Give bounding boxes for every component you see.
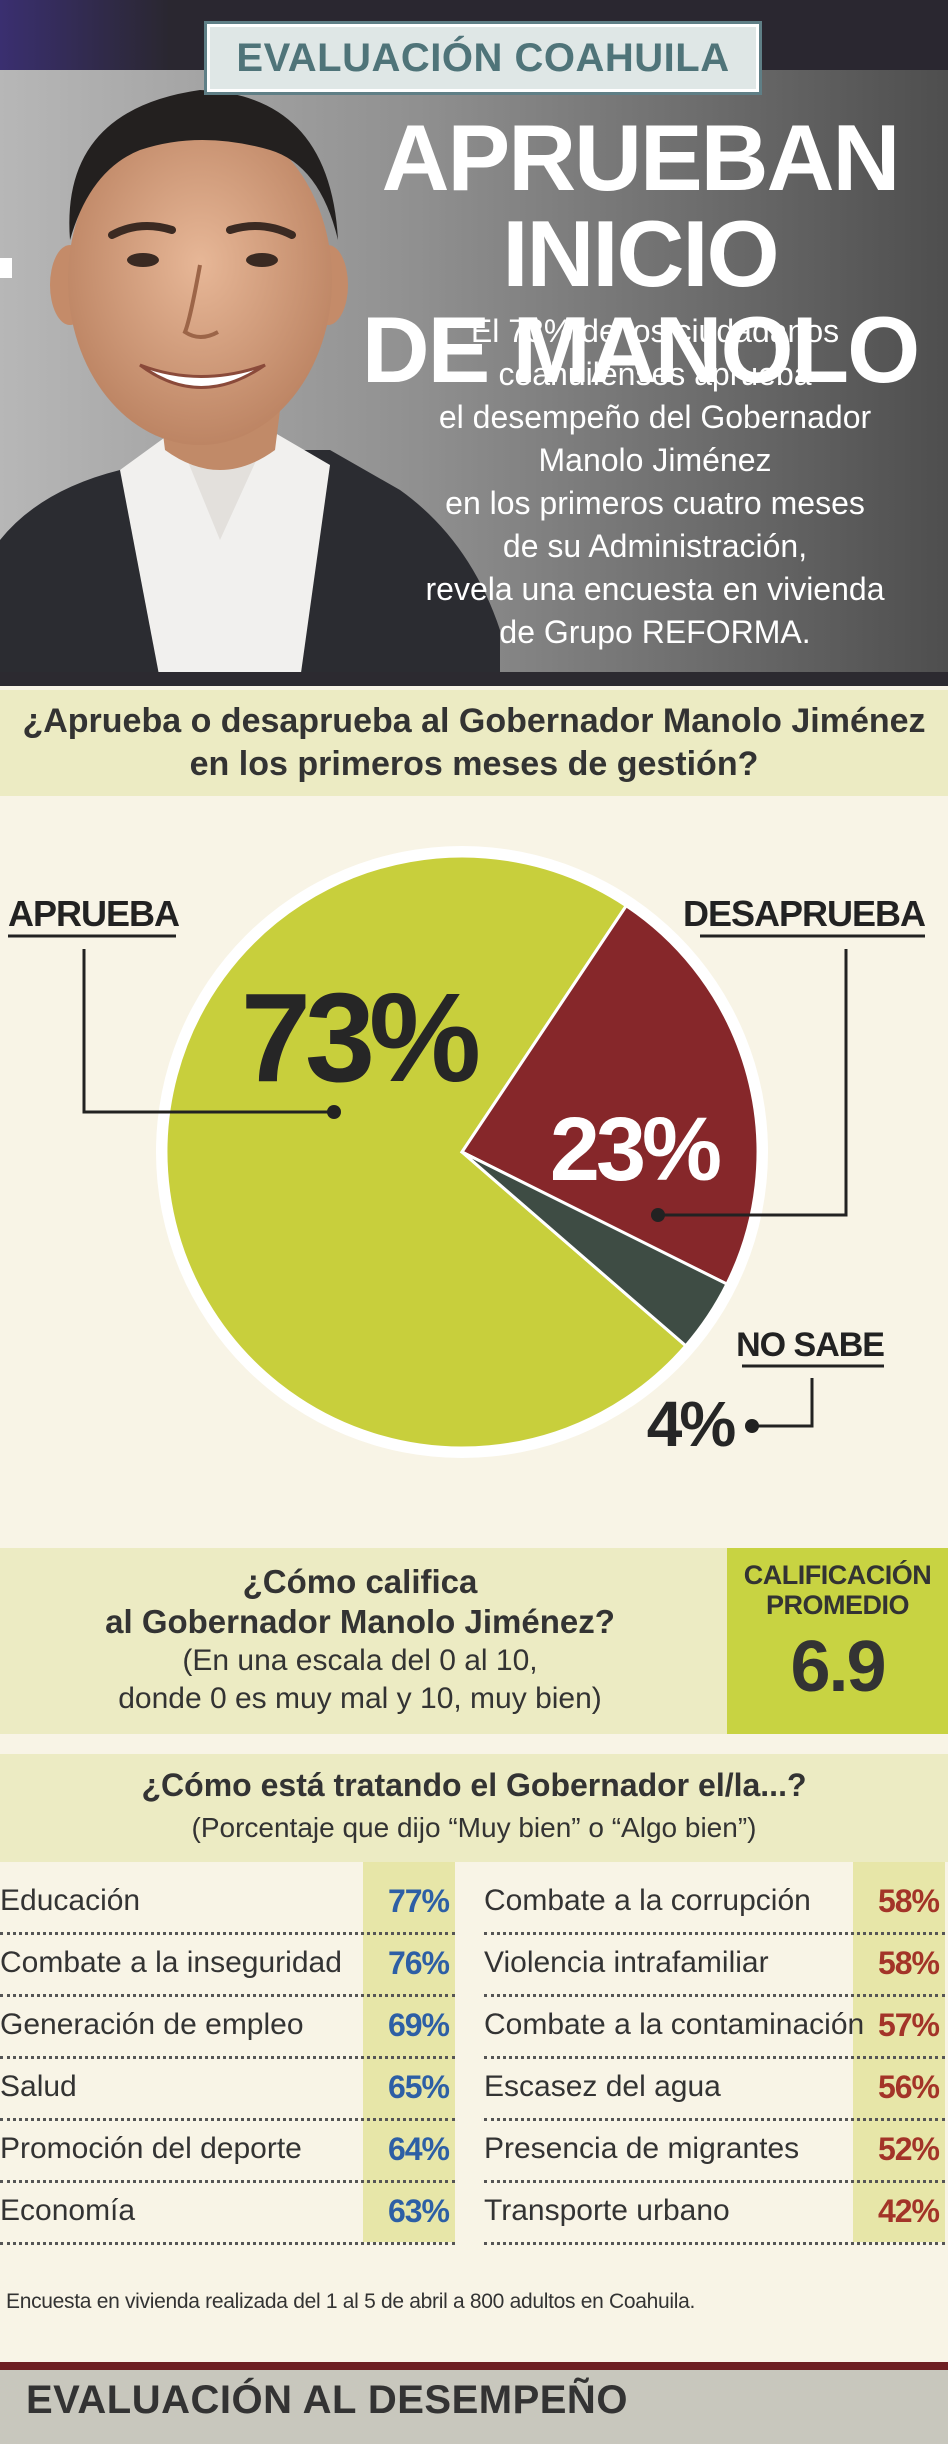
issue-value: 77%	[387, 1882, 450, 1919]
issue-label: Educación	[0, 1884, 141, 1917]
issue-row: Transporte urbano 42%	[484, 2180, 945, 2245]
issue-row: Promoción del deporte 64%	[0, 2118, 455, 2183]
average-rating-value: 6.9	[790, 1627, 886, 1707]
disapprove-leader-line	[658, 949, 848, 1217]
issue-value: 56%	[877, 2068, 940, 2105]
rating-scale-line-1: (En una escala del 0 al 10,	[182, 1644, 538, 1677]
question-line-1: ¿Aprueba o desaprueba al Gobernador Mano…	[22, 702, 926, 740]
rating-scale-note: (En una escala del 0 al 10, donde 0 es m…	[0, 1642, 720, 1718]
approve-leader-dot	[327, 1105, 341, 1119]
question-band	[0, 690, 948, 796]
right-values-highlight	[853, 1862, 945, 2242]
slice-value-disapprove: 23%	[550, 1100, 720, 1200]
intro-text: El 73% de los ciudadanos coahuilenses ap…	[385, 310, 925, 654]
issue-row: Combate a la contaminación 57%	[484, 1994, 945, 2059]
intro-line: el desempeño del Gobernador	[438, 399, 872, 435]
issue-label: Combate a la corrupción	[484, 1884, 811, 1917]
issue-label: Economía	[0, 2194, 136, 2227]
side-tag	[0, 258, 12, 278]
issue-row: Escasez del agua 56%	[484, 2056, 945, 2121]
rating-scale-line-2: donde 0 es muy mal y 10, muy bien)	[118, 1682, 602, 1715]
issue-label: Combate a la inseguridad	[0, 1946, 342, 1979]
issue-value: 64%	[387, 2130, 450, 2167]
left-values-highlight	[363, 1862, 455, 2242]
issue-label: Promoción del deporte	[0, 2132, 302, 2165]
approval-pie-chart: APRUEBA DESAPRUEBA NO SABE 73% 23% 4%	[8, 846, 927, 1460]
issue-value: 63%	[387, 2192, 450, 2229]
approval-question: ¿Aprueba o desaprueba al Gobernador Mano…	[0, 700, 948, 786]
pie-slice-approve	[164, 854, 688, 1450]
pie-slice-disapprove	[459, 903, 760, 1287]
unknown-leader-line	[752, 1378, 814, 1428]
issue-row: Salud 65%	[0, 2056, 455, 2121]
slice-value-approve: 73%	[241, 967, 478, 1108]
intro-line: revela una encuesta en vivienda	[425, 571, 885, 607]
issue-value: 52%	[877, 2130, 940, 2167]
governor-portrait	[0, 90, 500, 680]
slice-label-unknown: NO SABE	[736, 1326, 884, 1364]
headline: APRUEBAN INICIO DE MANOLO	[345, 110, 935, 398]
slice-label-disapprove: DESAPRUEBA	[683, 893, 926, 934]
intro-line: de su Administración,	[502, 528, 808, 564]
issues-question: ¿Cómo está tratando el Gobernador el/la.…	[141, 1767, 807, 1803]
issue-row: Economía 63%	[0, 2180, 455, 2245]
intro-line: coahuilenses aprueba	[498, 356, 812, 392]
issue-label: Presencia de migrantes	[484, 2132, 800, 2165]
issue-value: 76%	[387, 1944, 450, 1981]
issues-band	[0, 1754, 948, 1862]
intro-line: de Grupo REFORMA.	[499, 614, 811, 650]
issue-row: Generación de empleo 69%	[0, 1994, 455, 2059]
slice-value-unknown: 4%	[647, 1388, 736, 1460]
top-bar-accent	[0, 0, 170, 70]
issue-row: Combate a la inseguridad 76%	[0, 1932, 455, 1997]
issue-label: Generación de empleo	[0, 2008, 304, 2041]
issue-value: 42%	[877, 2192, 940, 2229]
rating-question: ¿Cómo califica al Gobernador Manolo Jimé…	[0, 1562, 720, 1642]
footer-stripe	[0, 2362, 948, 2370]
unknown-leader-dot	[745, 1419, 759, 1433]
issue-value: 69%	[387, 2006, 450, 2043]
issue-label: Salud	[0, 2070, 77, 2103]
issue-row: Combate a la corrupción 58%	[484, 1870, 945, 1935]
issue-value: 58%	[877, 1944, 940, 1981]
hero-divider	[0, 672, 948, 686]
issue-label: Transporte urbano	[484, 2194, 730, 2227]
slice-label-approve: APRUEBA	[8, 893, 180, 934]
disapprove-leader-dot	[651, 1208, 665, 1222]
section-kicker: EVALUACIÓN COAHUILA	[207, 24, 759, 92]
issue-row: Educación 77%	[0, 1870, 455, 1935]
issue-label: Escasez del agua	[484, 2070, 721, 2103]
issue-row: Presencia de migrantes 52%	[484, 2118, 945, 2183]
question-line-2: en los primeros meses de gestión?	[189, 745, 759, 783]
headline-line-1: APRUEBAN INICIO	[381, 105, 901, 306]
headline-line-2: DE MANOLO	[361, 297, 920, 402]
footer-bar	[0, 2362, 948, 2444]
issues-subtitle: (Porcentaje que dijo “Muy bien” o “Algo …	[191, 1812, 757, 1843]
average-rating-label-line-1: CALIFICACIÓN	[743, 1560, 932, 1590]
approve-leader-line	[82, 949, 334, 1114]
issue-label: Combate a la contaminación	[484, 2008, 865, 2041]
rating-question-line-2: al Gobernador Manolo Jiménez?	[105, 1603, 615, 1640]
rating-box	[727, 1548, 948, 1734]
rating-question-line-1: ¿Cómo califica	[242, 1563, 478, 1600]
intro-line: en los primeros cuatro meses	[445, 485, 865, 521]
intro-line: Manolo Jiménez	[538, 442, 772, 478]
issue-value: 57%	[877, 2006, 940, 2043]
average-rating-label: CALIFICACIÓN PROMEDIO	[727, 1560, 948, 1620]
pie-slices	[164, 854, 760, 1450]
issue-row: Violencia intrafamiliar 58%	[484, 1932, 945, 1997]
survey-footnote: Encuesta en vivienda realizada del 1 al …	[6, 2290, 696, 2313]
issue-value: 58%	[877, 1882, 940, 1919]
footer-title: EVALUACIÓN AL DESEMPEÑO	[26, 2378, 628, 2422]
average-rating-label-line-2: PROMEDIO	[765, 1590, 910, 1620]
intro-line: El 73% de los ciudadanos	[470, 313, 840, 349]
issue-label: Violencia intrafamiliar	[484, 1946, 769, 1979]
pie-slice-unknown	[461, 1150, 729, 1348]
issue-value: 65%	[387, 2068, 450, 2105]
